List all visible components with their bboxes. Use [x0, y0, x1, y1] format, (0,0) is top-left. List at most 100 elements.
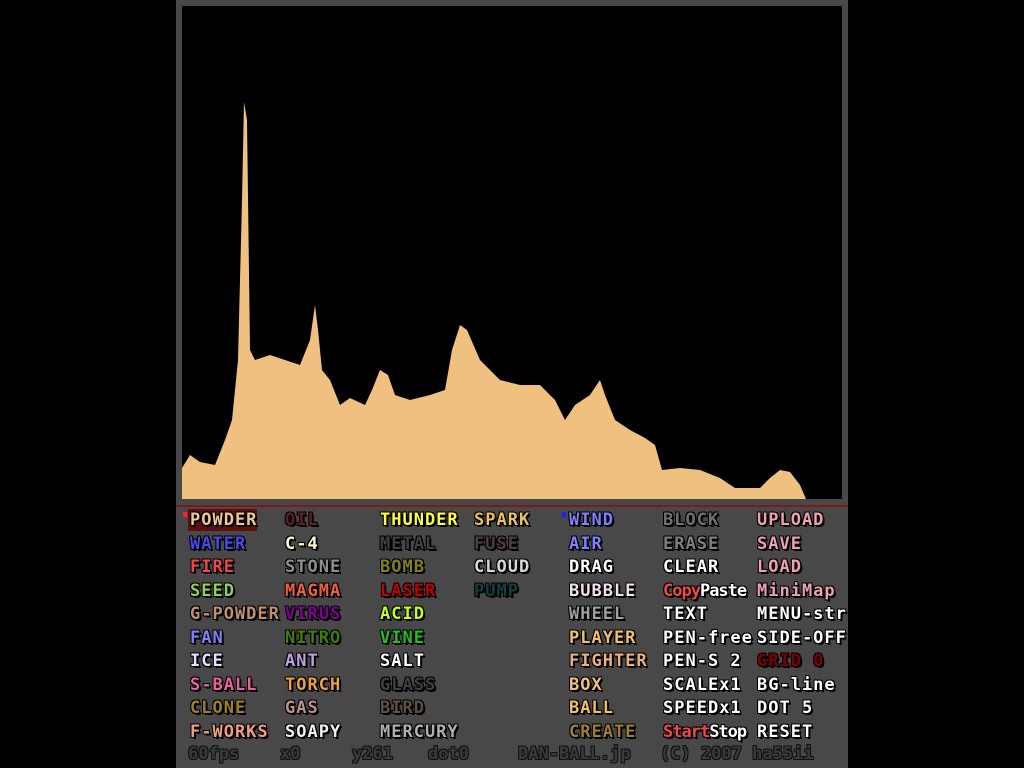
menu-item-label: MiniMap — [757, 580, 836, 601]
menu-item-create[interactable]: CREATE — [567, 721, 636, 743]
menu-item-fire[interactable]: FIRE — [188, 556, 235, 578]
menu-item-bubble[interactable]: BUBBLE — [567, 580, 636, 602]
menu-item-scalex1[interactable]: SCALEx1 — [661, 674, 742, 696]
menu-item-bird[interactable]: BIRD — [378, 697, 425, 719]
menu-item-fighter[interactable]: FIGHTER — [567, 650, 648, 672]
menu-item-label: SIDE-OFF — [757, 627, 847, 648]
menu-item-s-ball[interactable]: S-BALL — [188, 674, 257, 696]
menu-item-label: NITRO — [285, 627, 342, 648]
menu-item-part-copy[interactable]: Copy — [663, 580, 701, 601]
menu-item-fuse[interactable]: FUSE — [472, 533, 519, 555]
menu-item-side-off[interactable]: SIDE-OFF — [755, 627, 847, 649]
menu-item-label: TORCH — [285, 674, 342, 695]
menu-item-fan[interactable]: FAN — [188, 627, 224, 649]
menu-item-laser[interactable]: LASER — [378, 580, 436, 602]
menu-item-metal[interactable]: METAL — [378, 533, 436, 555]
menu-item-text[interactable]: TEXT — [661, 603, 708, 625]
menu-item-pen-free[interactable]: PEN-free — [661, 627, 753, 649]
menu-item-thunder[interactable]: THUNDER — [378, 509, 459, 531]
menu-item-vine[interactable]: VINE — [378, 627, 425, 649]
menu-item-part-stop[interactable]: Stop — [709, 721, 747, 742]
menu-item-gas[interactable]: GAS — [283, 697, 319, 719]
menu-item-pump[interactable]: PUMP — [472, 580, 519, 602]
menu-item-label: LOAD — [757, 557, 802, 577]
menu-item-part-paste[interactable]: Paste — [699, 580, 747, 601]
menu-item-label: FAN — [190, 627, 224, 648]
selected-marker-icon — [183, 512, 187, 517]
menu-item-reset[interactable]: RESET — [755, 721, 813, 743]
menu-item-salt[interactable]: SALT — [378, 650, 425, 672]
menu-item-wind[interactable]: WIND — [562, 509, 614, 531]
menu-item-torch[interactable]: TORCH — [283, 674, 341, 696]
menu-item-bomb[interactable]: BOMB — [378, 556, 425, 578]
game-canvas[interactable] — [182, 6, 842, 499]
menu-item-wheel[interactable]: WHEEL — [567, 603, 625, 625]
menu-item-label: SPEEDx1 — [663, 698, 742, 718]
menu-item-label: CREATE — [569, 721, 637, 742]
menu-item-label: SOAPY — [285, 721, 342, 742]
menu-item-part-start[interactable]: Start — [663, 721, 710, 742]
menu-item-stone[interactable]: STONE — [283, 556, 341, 578]
menu-item-mercury[interactable]: MERCURY — [378, 721, 459, 743]
menu-item-grid-0[interactable]: GRID 0 — [755, 650, 824, 672]
menu-item-label: AIR — [569, 533, 603, 554]
menu-item-seed[interactable]: SEED — [188, 580, 235, 602]
menu-item-block[interactable]: BLOCK — [661, 509, 719, 531]
menu-item-label: CLONE — [190, 698, 247, 718]
menu-item-oil[interactable]: OIL — [283, 509, 319, 531]
menu-item-label: ERASE — [663, 533, 720, 554]
menu-item-label: G-POWDER — [190, 604, 280, 624]
menu-item-label: BOX — [569, 674, 603, 695]
menu-item-copypaste[interactable]: CopyPaste — [661, 580, 747, 602]
menu-item-label: WIND — [569, 510, 614, 530]
dot-readout: dot0 — [428, 744, 469, 764]
menu-item-label: WATER — [190, 533, 247, 554]
powder-pile — [182, 102, 806, 499]
menu-item-g-powder[interactable]: G-POWDER — [188, 603, 280, 625]
menu-item-minimap[interactable]: MiniMap — [755, 580, 836, 602]
menu-item-magma[interactable]: MAGMA — [283, 580, 341, 602]
menu-item-nitro[interactable]: NITRO — [283, 627, 341, 649]
menu-item-player[interactable]: PLAYER — [567, 627, 636, 649]
menu-item-soapy[interactable]: SOAPY — [283, 721, 341, 743]
menu-item-bg-line[interactable]: BG-line — [755, 674, 836, 696]
menu-item-load[interactable]: LOAD — [755, 556, 802, 578]
menu-item-label: GRID 0 — [757, 651, 825, 671]
menu-item-f-works[interactable]: F-WORKS — [188, 721, 269, 743]
menu-item-pen-s-2[interactable]: PEN-S 2 — [661, 650, 742, 672]
menu-item-erase[interactable]: ERASE — [661, 533, 719, 555]
menu-item-box[interactable]: BOX — [567, 674, 603, 696]
menu-item-virus[interactable]: VIRUS — [283, 603, 341, 625]
menu-item-label: CLEAR — [663, 557, 720, 577]
menu-item-water[interactable]: WATER — [188, 533, 246, 555]
menu-item-speedx1[interactable]: SPEEDx1 — [661, 697, 742, 719]
menu-item-label: TEXT — [663, 604, 708, 624]
menu-item-dot-5[interactable]: DOT 5 — [755, 697, 813, 719]
menu-item-drag[interactable]: DRAG — [567, 556, 614, 578]
menu-item-ice[interactable]: ICE — [188, 650, 224, 672]
menu-item-label: FIRE — [190, 557, 235, 577]
menu-item-spark[interactable]: SPARK — [472, 509, 530, 531]
menu-item-clone[interactable]: CLONE — [188, 697, 246, 719]
menu-item-label: SPARK — [474, 510, 531, 530]
menu-item-clear[interactable]: CLEAR — [661, 556, 719, 578]
menu-item-label: VIRUS — [285, 604, 342, 624]
menu-item-label: ACID — [380, 604, 425, 624]
menu-item-ball[interactable]: BALL — [567, 697, 614, 719]
menu-item-menu-str[interactable]: MENU-str — [755, 603, 847, 625]
menu-item-label: UPLOAD — [757, 510, 825, 530]
menu-item-label: SALT — [380, 651, 425, 671]
menu-item-label: CLOUD — [474, 557, 531, 577]
menu-item-air[interactable]: AIR — [567, 533, 603, 555]
menu-item-startstop[interactable]: StartStop — [661, 721, 747, 743]
menu-item-glass[interactable]: GLASS — [378, 674, 436, 696]
menu-item-label: POWDER — [190, 510, 258, 530]
menu-item-ant[interactable]: ANT — [283, 650, 319, 672]
menu-item-save[interactable]: SAVE — [755, 533, 802, 555]
menu-item-upload[interactable]: UPLOAD — [755, 509, 824, 531]
menu-item-c-4[interactable]: C-4 — [283, 533, 319, 555]
menu-item-powder[interactable]: POWDER — [183, 509, 258, 531]
menu-item-label: SAVE — [757, 533, 802, 554]
menu-item-cloud[interactable]: CLOUD — [472, 556, 530, 578]
menu-item-acid[interactable]: ACID — [378, 603, 425, 625]
